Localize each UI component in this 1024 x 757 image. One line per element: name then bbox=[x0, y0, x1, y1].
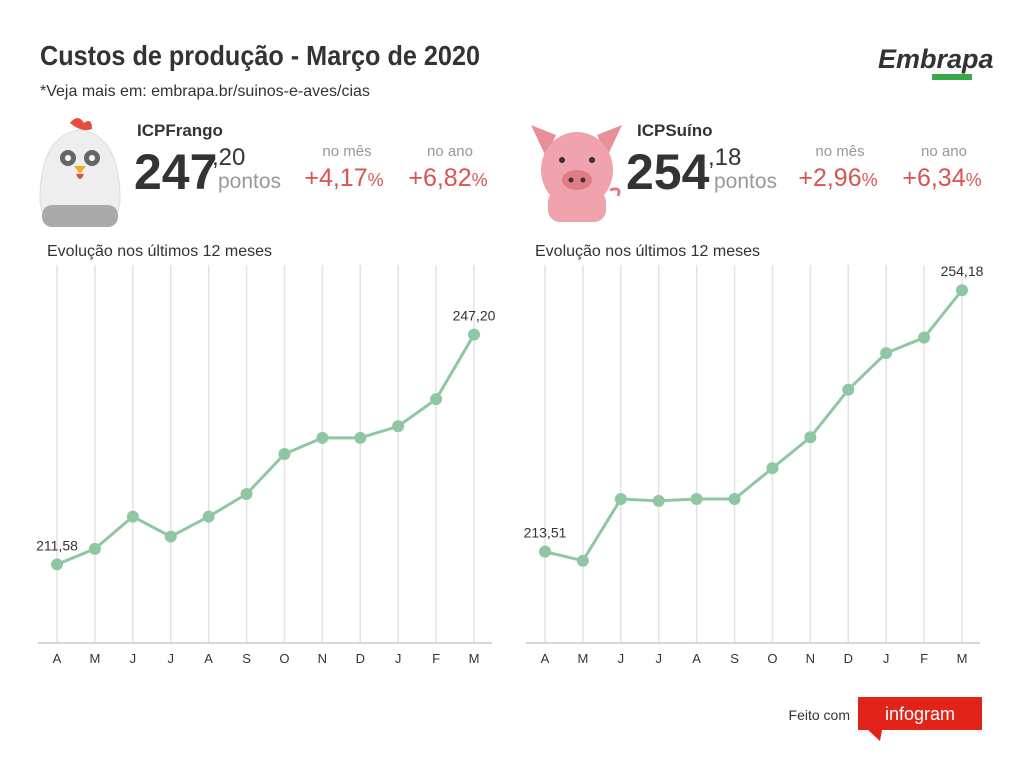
x-tick-label: F bbox=[920, 651, 928, 666]
point bbox=[728, 493, 741, 505]
chart: Evolução nos últimos 12 meses A M J J A S O N D J F… bbox=[524, 243, 984, 666]
x-tick-label: A bbox=[53, 651, 62, 666]
x-tick-label: O bbox=[767, 651, 777, 666]
x-tick-label: J bbox=[655, 651, 662, 666]
index-integer: 247 bbox=[134, 144, 217, 200]
panel-suino: ICPSuíno 254 ,18 pontos no mês +2,96% no… bbox=[626, 121, 982, 200]
x-tick-label: D bbox=[844, 651, 853, 666]
logo-text: Embrapa bbox=[878, 44, 994, 74]
point bbox=[316, 431, 329, 444]
x-tick-label: O bbox=[279, 651, 289, 666]
footer: Feito com infogram bbox=[789, 697, 982, 741]
logo-bar bbox=[932, 74, 972, 80]
year-change: +6,82% bbox=[408, 164, 487, 192]
logo: Embrapa bbox=[878, 44, 994, 80]
x-tick-label: M bbox=[577, 651, 588, 666]
point bbox=[842, 383, 855, 396]
x-tick-label: F bbox=[432, 651, 440, 666]
point bbox=[51, 558, 63, 571]
x-tick-label: N bbox=[318, 651, 327, 666]
chicken-icon bbox=[39, 118, 121, 227]
chart-title: Evolução nos últimos 12 meses bbox=[535, 243, 760, 260]
brand-badge[interactable] bbox=[858, 697, 982, 741]
month-value: +2,96 bbox=[798, 164, 861, 192]
value-label: 211,58 bbox=[36, 537, 78, 553]
index-decimal: ,20 bbox=[212, 144, 245, 171]
line bbox=[544, 289, 964, 563]
year-unit: % bbox=[472, 170, 488, 190]
x-tick-label: J bbox=[618, 651, 625, 666]
made-with: Feito com bbox=[789, 707, 850, 723]
point bbox=[804, 431, 817, 444]
year-label: no ano bbox=[921, 143, 967, 160]
point bbox=[690, 493, 703, 505]
point bbox=[614, 493, 627, 505]
x-tick-label: A bbox=[204, 651, 213, 666]
x-tick-label: A bbox=[541, 651, 550, 666]
point bbox=[392, 420, 405, 433]
year-label: no ano bbox=[427, 143, 473, 160]
year-change: +6,34% bbox=[902, 164, 981, 192]
x-tick-label: S bbox=[730, 651, 739, 666]
year-value: +6,34 bbox=[902, 164, 965, 192]
chart: Evolução nos últimos 12 meses A M J J A S O N D J F… bbox=[36, 243, 496, 666]
point bbox=[766, 462, 779, 475]
point bbox=[918, 331, 931, 344]
x-tick-label: N bbox=[806, 651, 815, 666]
point bbox=[354, 431, 367, 444]
index-name: ICPSuíno bbox=[637, 121, 713, 140]
month-change: +2,96% bbox=[798, 164, 877, 192]
index-unit: pontos bbox=[714, 170, 777, 193]
point bbox=[278, 448, 291, 460]
x-tick-label: J bbox=[167, 651, 174, 666]
x-tick-label: M bbox=[89, 651, 100, 666]
panel-frango: ICPFrango 247 ,20 pontos no mês +4,17% n… bbox=[134, 121, 488, 200]
value-label: 247,20 bbox=[453, 308, 496, 324]
point bbox=[576, 554, 589, 567]
x-tick-label: A bbox=[692, 651, 701, 666]
chart-title: Evolução nos últimos 12 meses bbox=[47, 243, 272, 260]
point bbox=[126, 510, 139, 523]
index-unit: pontos bbox=[218, 170, 281, 193]
month-label: no mês bbox=[322, 143, 371, 160]
x-tick-label: S bbox=[242, 651, 251, 666]
brand[interactable]: infogram bbox=[885, 704, 955, 724]
x-tick-label: J bbox=[883, 651, 890, 666]
point bbox=[164, 530, 177, 543]
subtitle: *Veja mais em: embrapa.br/suinos-e-aves/… bbox=[40, 83, 370, 100]
point bbox=[202, 510, 215, 523]
month-unit: % bbox=[862, 170, 878, 190]
x-tick-label: J bbox=[395, 651, 402, 666]
point bbox=[430, 393, 443, 406]
year-unit: % bbox=[966, 170, 982, 190]
point bbox=[88, 542, 101, 555]
point bbox=[652, 494, 665, 507]
line bbox=[56, 333, 476, 566]
month-unit: % bbox=[368, 170, 384, 190]
value-label: 213,51 bbox=[524, 525, 567, 541]
x-tick-label: J bbox=[130, 651, 137, 666]
index-name: ICPFrango bbox=[137, 121, 223, 140]
month-change: +4,17% bbox=[304, 164, 383, 192]
value-label: 254,18 bbox=[941, 263, 984, 279]
pig-icon bbox=[531, 125, 622, 222]
point bbox=[468, 328, 480, 341]
month-label: no mês bbox=[815, 143, 864, 160]
index-integer: 254 bbox=[626, 144, 710, 200]
x-tick-label: M bbox=[957, 651, 968, 666]
point bbox=[240, 487, 253, 500]
x-tick-label: M bbox=[469, 651, 480, 666]
index-decimal: ,18 bbox=[708, 144, 741, 171]
month-value: +4,17 bbox=[304, 164, 367, 192]
year-value: +6,82 bbox=[408, 164, 471, 192]
point bbox=[539, 545, 551, 558]
title: Custos de produção - Março de 2020 bbox=[40, 40, 480, 71]
point bbox=[956, 284, 968, 297]
x-tick-label: D bbox=[356, 651, 365, 666]
point bbox=[880, 347, 893, 360]
